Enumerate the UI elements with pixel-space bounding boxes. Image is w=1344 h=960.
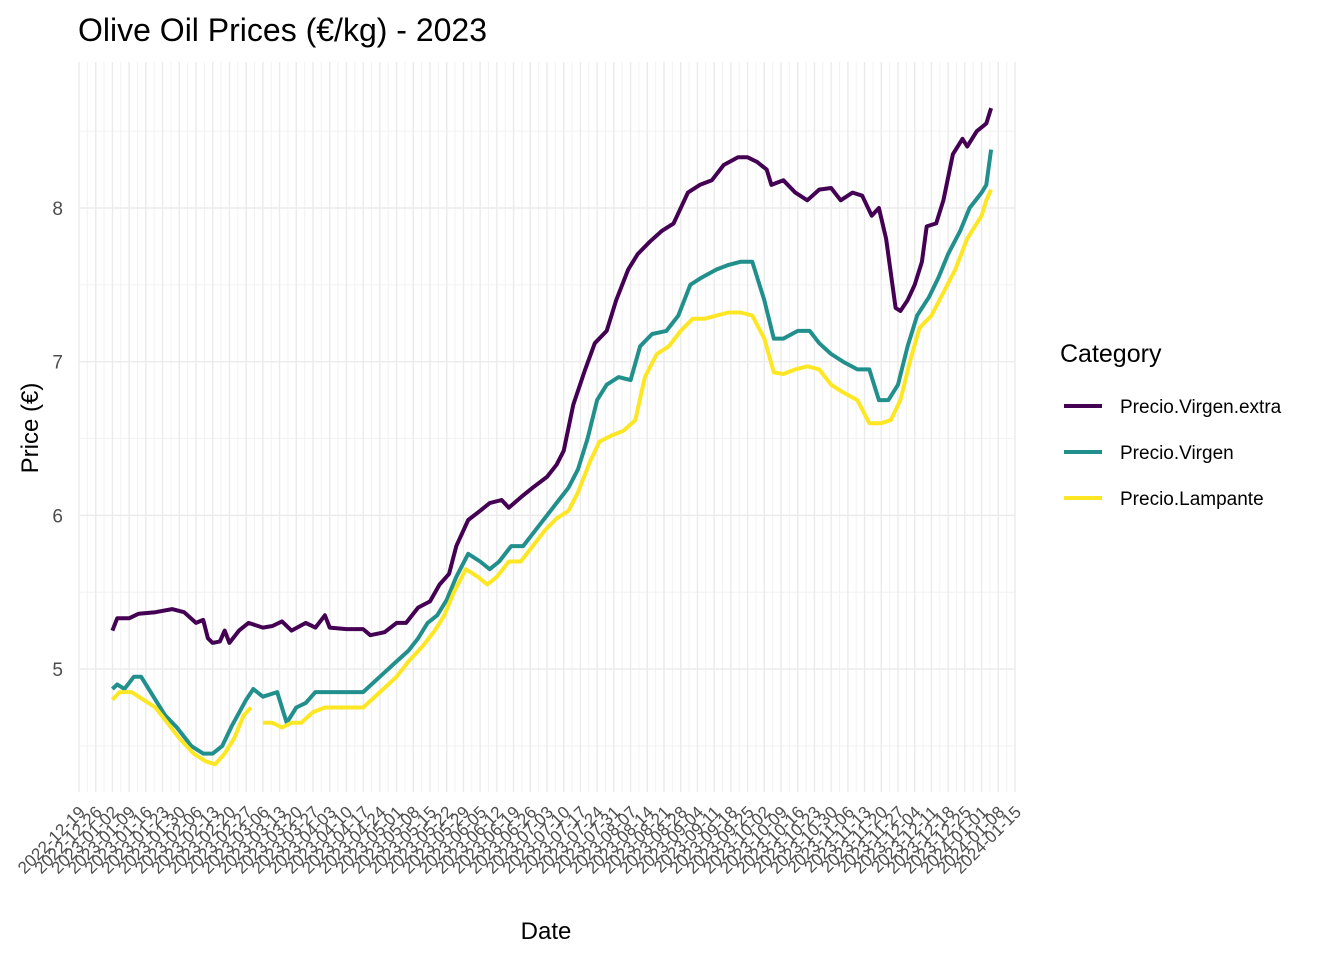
y-tick-labels: 5 6 7 8 [52, 199, 63, 681]
x-tick-labels: 2022-12-192022-12-262023-01-022023-01-09… [14, 803, 1025, 878]
y-tick-label: 7 [52, 353, 63, 374]
legend-label: Precio.Virgen.extra [1120, 397, 1282, 418]
series-line-precio-virgen-extra [110, 107, 994, 645]
chart-title: Olive Oil Prices (€/kg) - 2023 [78, 12, 487, 48]
legend-label: Precio.Lampante [1120, 489, 1264, 510]
legend: Category Precio.Virgen.extra Precio.Virge… [1060, 340, 1282, 510]
x-axis-label: Date [521, 918, 572, 945]
legend-title: Category [1060, 340, 1162, 368]
y-tick-label: 5 [52, 660, 63, 681]
legend-label: Precio.Virgen [1120, 443, 1234, 464]
y-tick-label: 8 [52, 199, 63, 220]
series-line-precio-lampante [110, 188, 993, 767]
series-line-precio-virgen [111, 149, 994, 756]
y-tick-label: 6 [52, 506, 63, 527]
series-lines [110, 107, 994, 767]
grid [78, 62, 1016, 792]
y-axis-label: Price (€) [17, 383, 44, 474]
